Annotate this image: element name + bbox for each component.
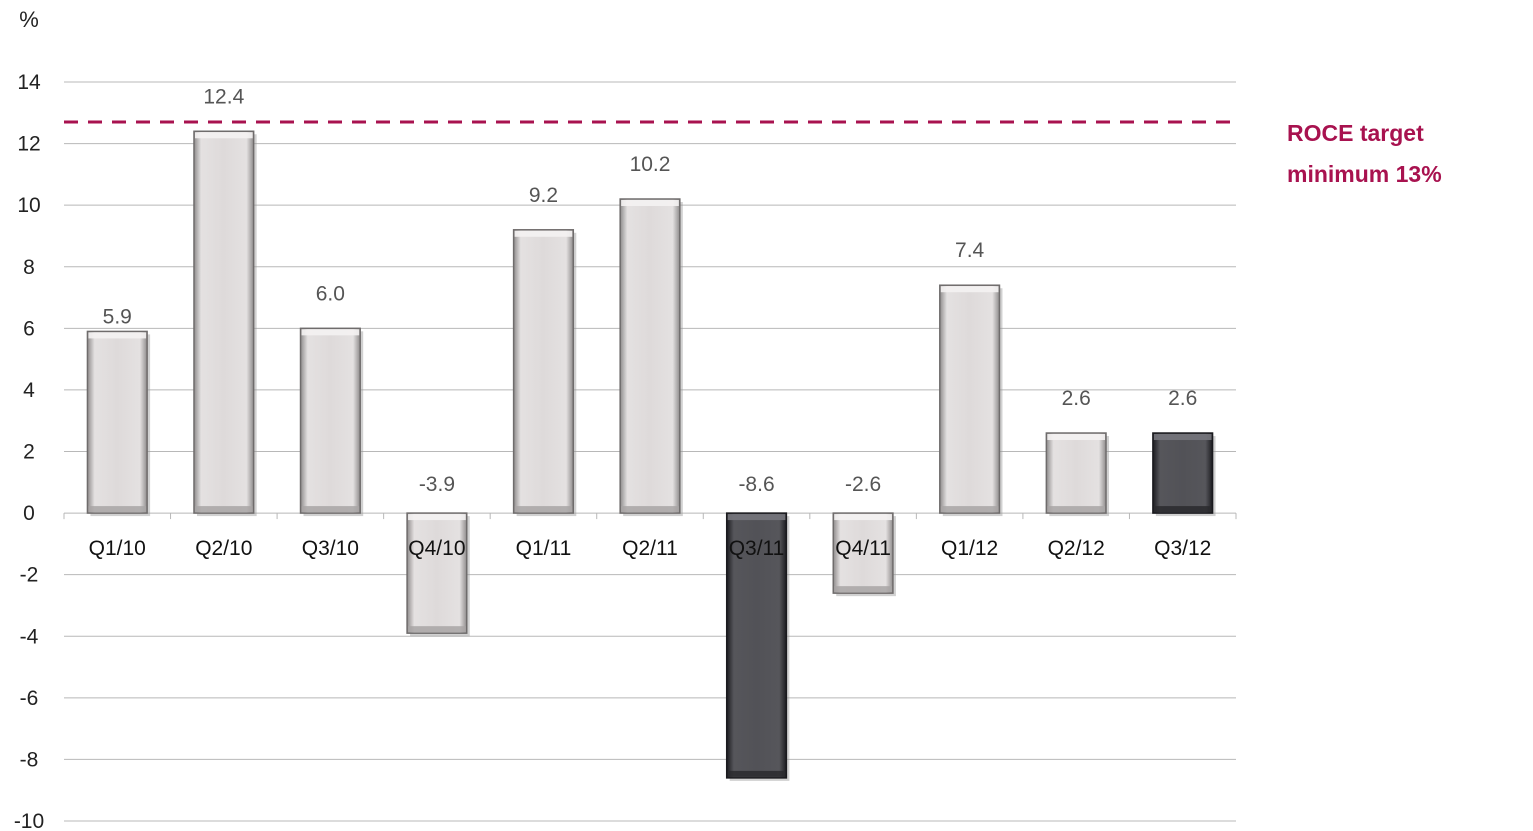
y-tick-label: -6 <box>20 687 39 710</box>
bar-bevel-bottom <box>194 506 253 513</box>
data-label: 6.0 <box>316 282 345 305</box>
category-label: Q3/10 <box>302 537 359 560</box>
bar-bevel-bottom <box>834 586 892 593</box>
bar-bevel-top <box>940 286 999 293</box>
labels: -10 -8 -6 -4 -2 0 2 4 6 8 10 12 14 5.9 Q1/10 12.4 Q2/10 6… <box>14 71 1212 831</box>
bars <box>86 130 1216 781</box>
bar-Q4-11 <box>832 512 894 594</box>
bar-bevel-bottom <box>940 506 999 513</box>
category-label: Q2/12 <box>1048 537 1105 560</box>
y-tick-label: 6 <box>23 317 35 340</box>
data-label: 2.6 <box>1168 387 1197 410</box>
y-tick-label: 12 <box>17 133 40 156</box>
category-label: Q2/11 <box>622 537 678 560</box>
bar-Q2-11 <box>619 198 681 514</box>
bar-Q1-11 <box>512 229 575 514</box>
category-label: Q1/11 <box>516 537 572 560</box>
data-label: -3.9 <box>419 473 455 496</box>
y-tick-label: 10 <box>17 194 40 217</box>
bar-bevel-bottom <box>88 506 147 513</box>
bar-bevel-bottom <box>1047 506 1106 513</box>
bar-Q2-12 <box>1045 432 1107 514</box>
target-label-line2: minimum 13% <box>1287 161 1442 187</box>
bar-bevel-top <box>88 332 147 339</box>
y-tick-label: -10 <box>14 810 44 831</box>
category-label: Q2/10 <box>195 537 252 560</box>
bar-bevel-top <box>1153 434 1212 441</box>
bar-Q3-11 <box>725 512 788 779</box>
category-label: Q3/12 <box>1154 537 1211 560</box>
data-label: 5.9 <box>103 305 132 328</box>
bar-bevel-top <box>727 514 786 521</box>
bar-bevel-top <box>834 514 892 521</box>
bar-Q2-10 <box>193 130 255 514</box>
bar-bevel-bottom <box>727 770 786 777</box>
y-tick-label: 2 <box>23 441 35 464</box>
bar-Q1-12 <box>939 284 1001 514</box>
data-label: 9.2 <box>529 184 558 207</box>
category-label: Q4/11 <box>835 537 891 560</box>
data-label: 12.4 <box>203 85 244 108</box>
bar-bevel-bottom <box>301 506 360 513</box>
bar-bevel-top <box>621 200 679 207</box>
bar-bevel-top <box>194 132 253 139</box>
data-label: -2.6 <box>845 473 881 496</box>
bar-bevel-bottom <box>408 626 466 633</box>
y-tick-label: 8 <box>23 256 35 279</box>
bar-bevel-bottom <box>514 506 573 513</box>
bar-bevel-top <box>1047 434 1106 441</box>
y-axis-unit-label: % <box>19 7 39 32</box>
y-tick-label: 0 <box>23 502 35 525</box>
bar-Q3-12 <box>1152 432 1214 514</box>
category-label: Q1/10 <box>89 537 146 560</box>
data-label: 7.4 <box>955 239 985 262</box>
category-label: Q3/11 <box>729 537 785 560</box>
data-label: 10.2 <box>630 153 671 176</box>
y-tick-label: -8 <box>20 748 39 771</box>
y-tick-label: 14 <box>17 71 41 94</box>
target-label-line1: ROCE target <box>1287 120 1424 146</box>
bar-bevel-top <box>301 329 360 336</box>
category-label: Q4/10 <box>408 537 465 560</box>
y-tick-label: -2 <box>20 564 39 587</box>
bar-bevel-top <box>408 514 466 521</box>
bar-Q3-10 <box>299 327 361 514</box>
category-label: Q1/12 <box>941 537 998 560</box>
data-label: -8.6 <box>738 473 774 496</box>
bar-Q4-10 <box>406 512 468 634</box>
data-label: 2.6 <box>1062 387 1091 410</box>
y-tick-label: -4 <box>20 625 39 648</box>
bar-bevel-bottom <box>621 506 679 513</box>
bar-Q1-10 <box>86 330 148 514</box>
y-tick-label: 4 <box>23 379 35 402</box>
bar-bevel-top <box>514 230 573 237</box>
bar-bevel-bottom <box>1153 506 1212 513</box>
